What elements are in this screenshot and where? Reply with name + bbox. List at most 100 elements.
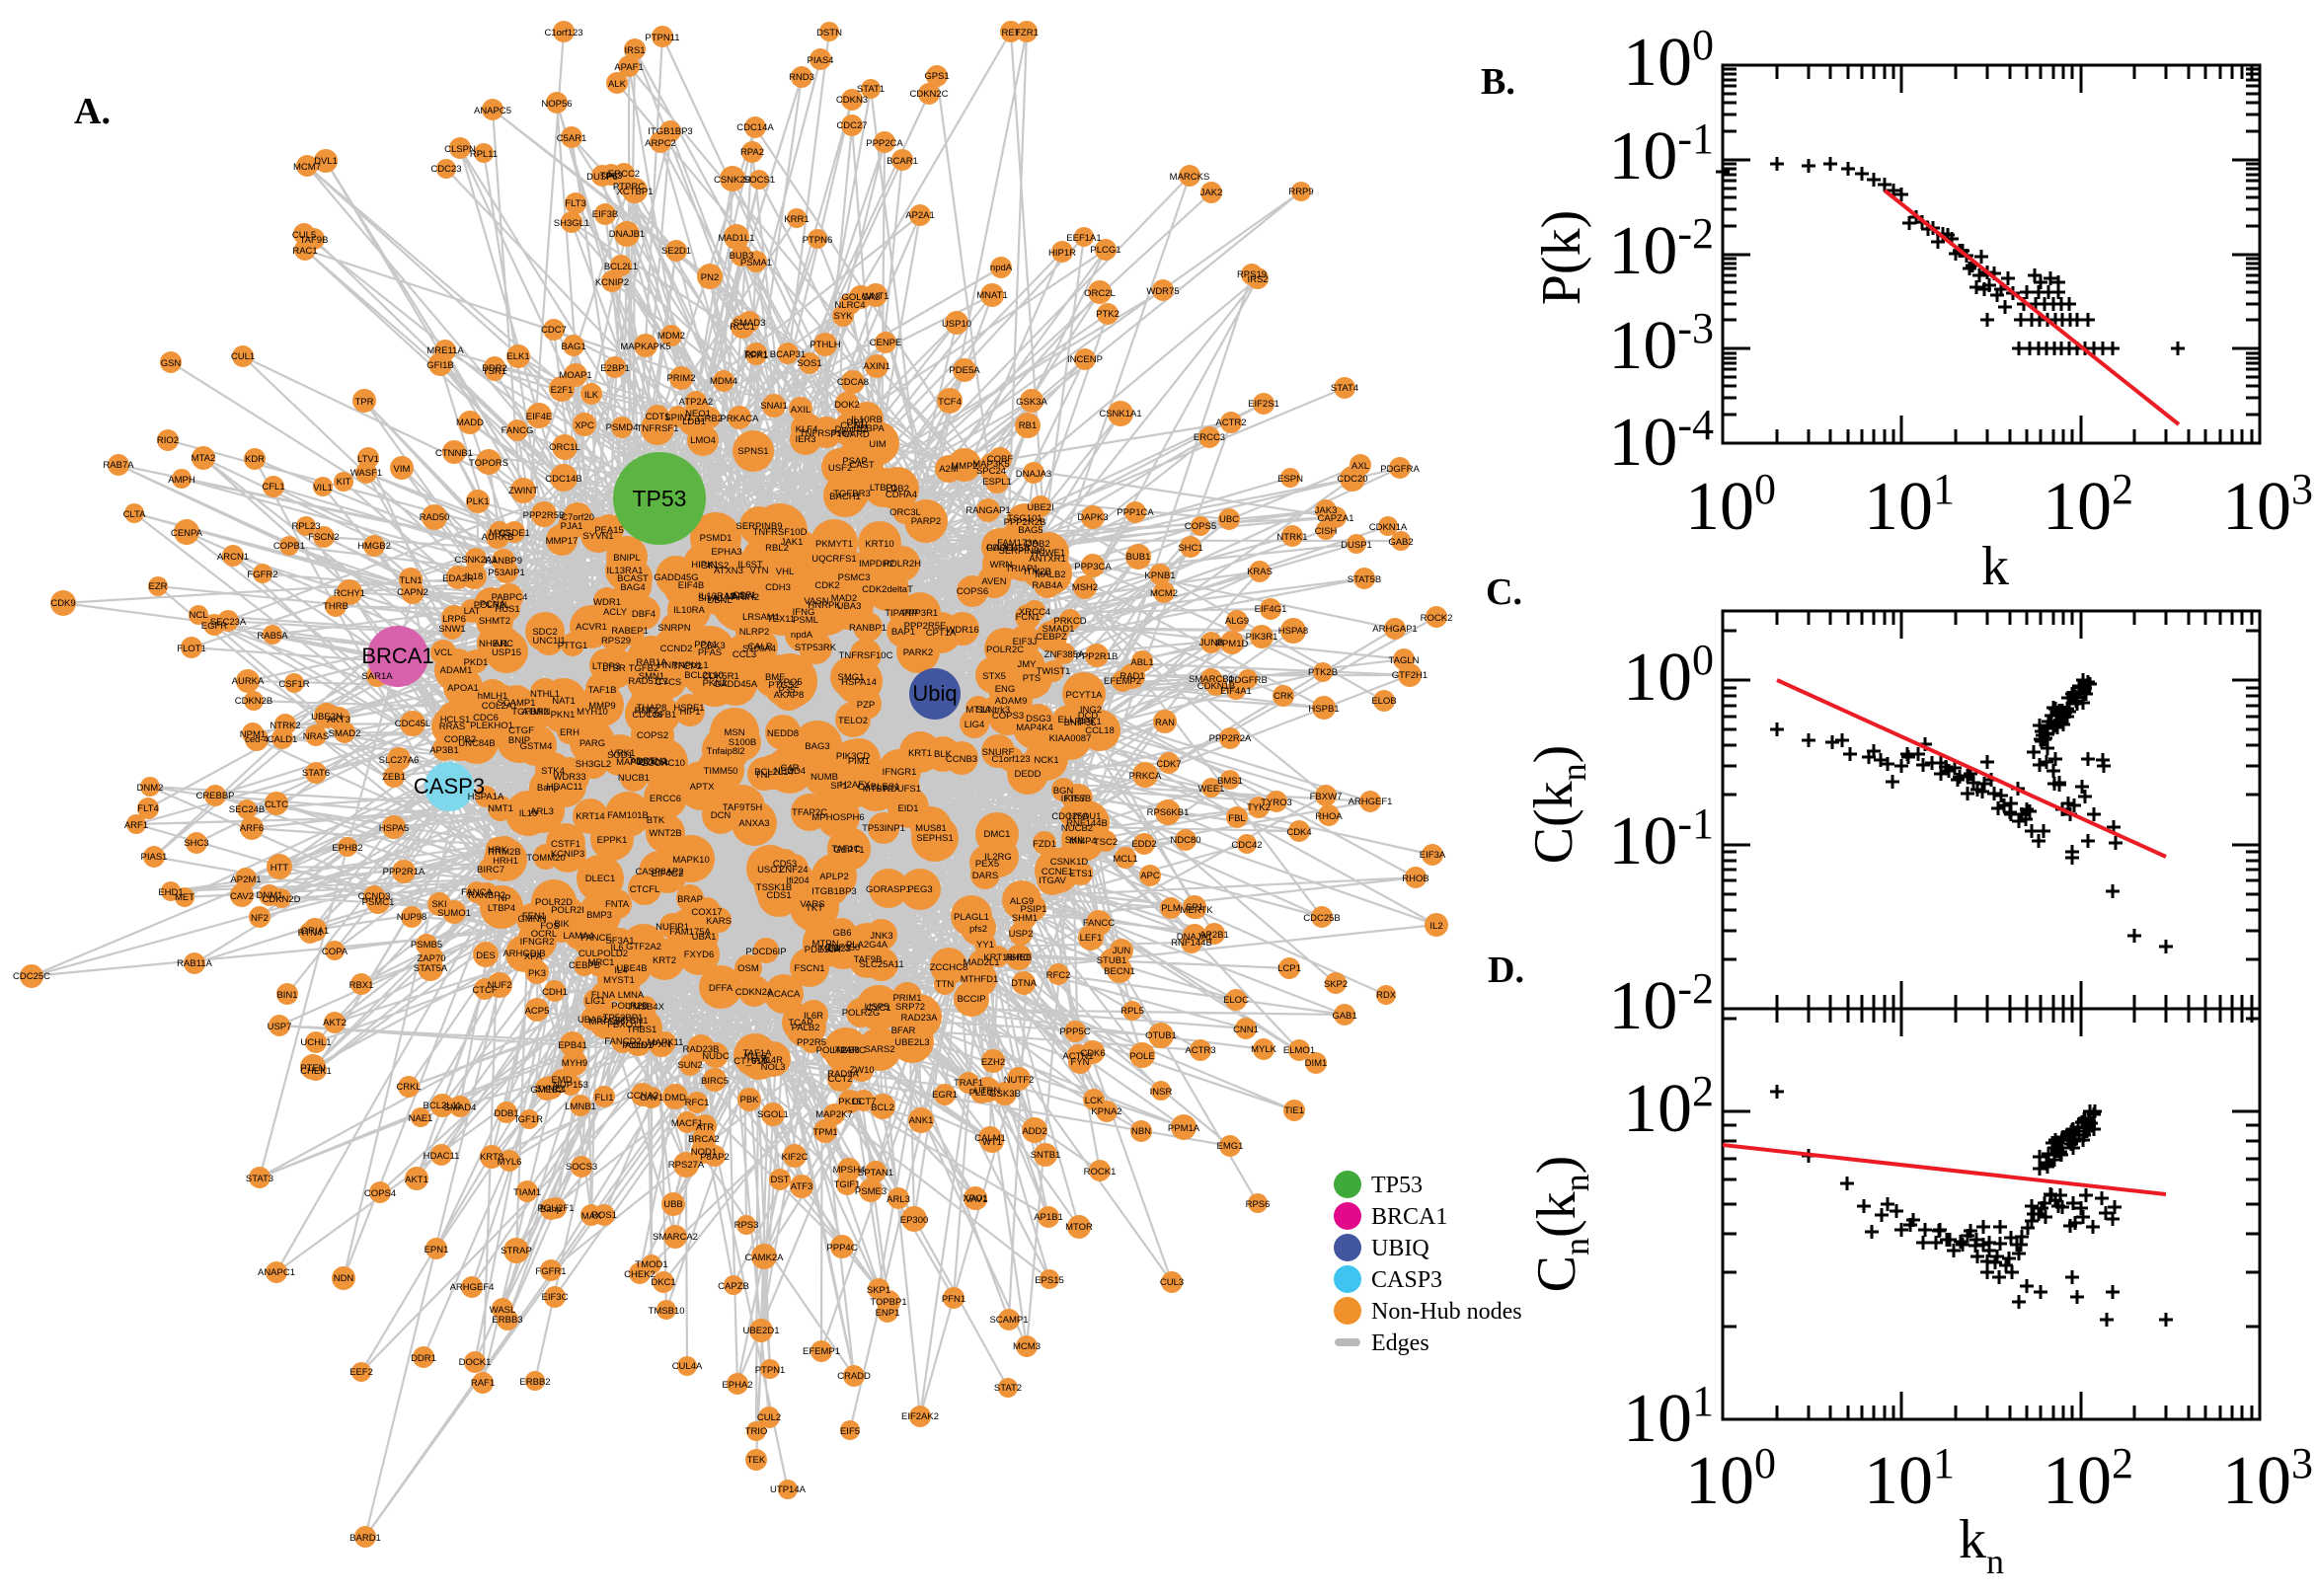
- svg-text:BCL2L14: BCL2L14: [754, 767, 794, 778]
- svg-text:ITM2B: ITM2B: [1024, 567, 1051, 577]
- svg-text:KRT2: KRT2: [653, 955, 676, 966]
- svg-text:EIF2AK2: EIF2AK2: [901, 1411, 939, 1422]
- svg-text:RND3: RND3: [789, 72, 814, 83]
- svg-text:POLR2H: POLR2H: [884, 559, 921, 570]
- svg-text:CRK: CRK: [1274, 691, 1294, 702]
- svg-text:KIT: KIT: [337, 477, 351, 488]
- svg-text:CCND3: CCND3: [358, 891, 391, 902]
- svg-text:RAC1: RAC1: [292, 246, 317, 257]
- svg-text:C4R: C4R: [780, 763, 799, 774]
- svg-text:PPP2R2B: PPP2R2B: [1004, 517, 1046, 528]
- svg-text:GPS1: GPS1: [924, 71, 949, 82]
- svg-text:RTN4: RTN4: [298, 928, 323, 939]
- svg-text:BRCA2: BRCA2: [688, 1134, 720, 1145]
- svg-text:CEBPA: CEBPA: [853, 423, 885, 434]
- svg-text:WT1: WT1: [982, 1137, 1002, 1148]
- svg-text:RRAS: RRAS: [439, 722, 465, 732]
- svg-text:CDH3: CDH3: [765, 582, 791, 593]
- svg-text:CDC20: CDC20: [1337, 474, 1367, 485]
- svg-text:NRAS: NRAS: [303, 731, 329, 742]
- svg-text:TNFRSF10A: TNFRSF10A: [800, 428, 854, 439]
- svg-text:WDR33: WDR33: [553, 772, 585, 783]
- svg-text:DDR1: DDR1: [411, 1353, 436, 1364]
- svg-text:SOS1: SOS1: [797, 358, 821, 369]
- svg-text:OTUB1: OTUB1: [1145, 1030, 1177, 1041]
- svg-text:COPS3: COPS3: [992, 711, 1024, 722]
- svg-text:ITGAV: ITGAV: [1039, 875, 1066, 886]
- svg-text:HSPE1: HSPE1: [673, 703, 704, 714]
- svg-text:BCCIP: BCCIP: [957, 994, 985, 1005]
- svg-text:ZAP70: ZAP70: [417, 953, 445, 964]
- svg-text:HIPK1: HIPK1: [691, 560, 718, 570]
- svg-text:SEPHS1: SEPHS1: [916, 833, 954, 844]
- svg-text:SERPINB9: SERPINB9: [736, 521, 783, 532]
- svg-text:TAF1B: TAF1B: [588, 685, 617, 696]
- svg-text:CDK2: CDK2: [814, 580, 839, 591]
- svg-text:GADD45A: GADD45A: [714, 679, 758, 690]
- svg-text:NUDC: NUDC: [702, 1051, 730, 1062]
- svg-text:NLRC4: NLRC4: [834, 300, 865, 311]
- svg-text:DIM1: DIM1: [1305, 1058, 1328, 1069]
- svg-text:FLNA: FLNA: [591, 990, 616, 1001]
- svg-text:NEO1: NEO1: [685, 409, 711, 419]
- svg-text:COX17: COX17: [691, 907, 722, 918]
- svg-text:JUNB: JUNB: [1199, 638, 1224, 648]
- svg-text:IL4: IL4: [614, 965, 627, 976]
- svg-text:CDC6: CDC6: [473, 713, 499, 723]
- svg-text:MYH9: MYH9: [562, 1058, 587, 1069]
- svg-text:BCL2L11: BCL2L11: [424, 1101, 462, 1111]
- svg-text:RHOA: RHOA: [1315, 811, 1343, 822]
- svg-text:CDHA4: CDHA4: [886, 490, 917, 500]
- svg-text:BECN1: BECN1: [1104, 966, 1135, 977]
- svg-text:AP2B1: AP2B1: [1199, 930, 1229, 941]
- svg-text:CLTC: CLTC: [265, 799, 288, 810]
- svg-text:USP15: USP15: [492, 647, 521, 658]
- svg-text:WASL: WASL: [490, 1305, 516, 1316]
- svg-text:GMNN: GMNN: [517, 914, 546, 925]
- svg-text:PPP2R5E: PPP2R5E: [904, 621, 947, 632]
- svg-text:IRS2: IRS2: [1247, 274, 1268, 285]
- svg-text:SHMT2: SHMT2: [479, 616, 510, 627]
- svg-text:CDC23: CDC23: [430, 164, 461, 175]
- svg-text:OCRL: OCRL: [531, 929, 557, 940]
- svg-text:COPS4: COPS4: [364, 1188, 396, 1199]
- svg-text:PKN2: PKN2: [703, 678, 728, 689]
- svg-text:TPR: TPR: [355, 397, 374, 408]
- svg-text:DNAJA3: DNAJA3: [1016, 469, 1051, 480]
- svg-text:RAB1A: RAB1A: [636, 657, 667, 668]
- svg-text:NMT1: NMT1: [488, 803, 513, 814]
- svg-text:ZNF350: ZNF350: [826, 943, 860, 953]
- svg-text:AURKA: AURKA: [232, 676, 265, 687]
- svg-text:RNF144B: RNF144B: [1171, 938, 1212, 949]
- svg-text:SEC23A: SEC23A: [210, 617, 247, 628]
- svg-text:GSTM4: GSTM4: [520, 741, 553, 752]
- svg-text:STAT6: STAT6: [302, 768, 330, 779]
- svg-text:JUN: JUN: [1113, 946, 1131, 956]
- svg-text:PIK3CD: PIK3CD: [836, 751, 870, 762]
- svg-text:TNF: TNF: [755, 770, 774, 781]
- svg-text:EMD: EMD: [551, 1075, 572, 1086]
- svg-text:FAM175A: FAM175A: [669, 927, 711, 938]
- svg-text:SMAD2: SMAD2: [329, 728, 361, 739]
- svg-text:MRE11A: MRE11A: [426, 345, 464, 356]
- svg-text:KCNIP3: KCNIP3: [551, 849, 584, 860]
- svg-text:TP53BP1: TP53BP1: [603, 1013, 644, 1024]
- svg-text:EIF4A1: EIF4A1: [1220, 686, 1252, 697]
- svg-text:PTPN6: PTPN6: [803, 235, 833, 246]
- svg-text:APTX: APTX: [690, 782, 715, 793]
- svg-text:PN2: PN2: [701, 272, 719, 283]
- svg-text:DCTN1: DCTN1: [636, 756, 667, 767]
- svg-text:ADAM1: ADAM1: [440, 665, 473, 676]
- svg-text:THAP8: THAP8: [637, 703, 667, 714]
- svg-text:SMN1: SMN1: [639, 671, 664, 682]
- svg-text:ERBB2: ERBB2: [519, 1377, 550, 1388]
- svg-text:PIK3R1: PIK3R1: [1246, 632, 1278, 643]
- svg-text:PARP2: PARP2: [911, 516, 941, 527]
- svg-text:MMP4: MMP4: [1069, 836, 1096, 847]
- svg-text:SHC3: SHC3: [184, 838, 208, 849]
- svg-text:TEX11: TEX11: [767, 614, 795, 625]
- svg-text:DDR2: DDR2: [482, 363, 507, 374]
- svg-text:KRT18: KRT18: [983, 952, 1012, 963]
- svg-text:BCAP31: BCAP31: [770, 349, 806, 360]
- svg-text:PK16: PK16: [838, 1097, 861, 1107]
